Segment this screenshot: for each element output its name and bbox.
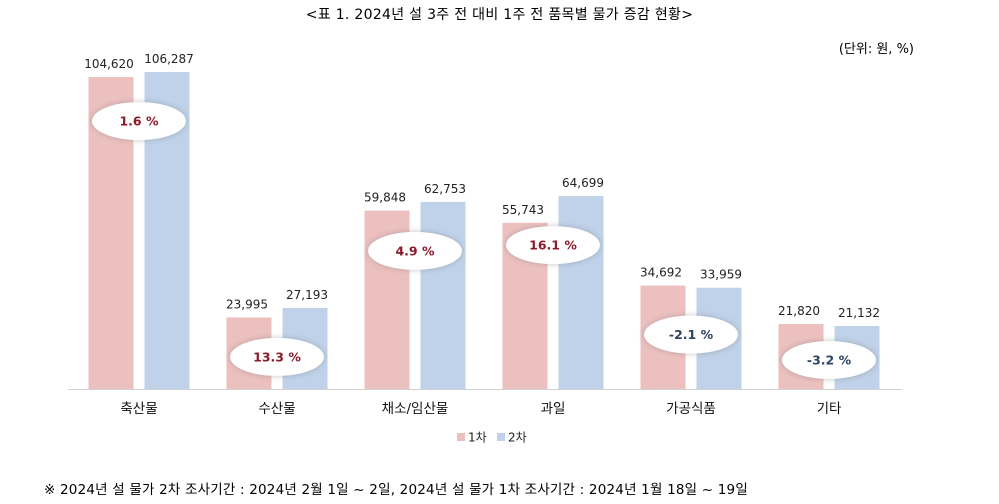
change-bubble: [506, 226, 600, 265]
data-label-series-2: 64,699: [562, 176, 604, 190]
data-label-series-1: 59,848: [364, 191, 406, 205]
data-label-series-2: 27,193: [286, 288, 328, 302]
category-label: 가공식품: [666, 401, 716, 417]
category-label: 채소/임산물: [382, 401, 449, 417]
data-label-series-1: 21,820: [778, 304, 820, 318]
data-label-series-1: 34,692: [640, 266, 682, 280]
category-label: 수산물: [258, 401, 295, 417]
unit-label: (단위: 원, %): [838, 42, 914, 57]
change-label: 1.6 %: [119, 114, 158, 129]
chart-title: <표 1. 2024년 설 3주 전 대비 1주 전 품목별 물가 증감 현황>: [305, 7, 694, 23]
data-label-series-2: 21,132: [838, 306, 880, 320]
data-label-series-1: 104,620: [84, 57, 134, 71]
category-label: 기타: [817, 401, 842, 417]
survey-period-note: ※ 2024년 설 물가 2차 조사기간 : 2024년 2월 1일 ~ 2일,…: [44, 482, 748, 498]
category-label: 축산물: [120, 401, 157, 417]
change-label: -2.1 %: [669, 327, 714, 342]
bar-series-2: [420, 201, 466, 389]
legend-swatch-series-2: [497, 433, 505, 441]
change-label: 4.9 %: [395, 243, 434, 258]
legend-label-series-2: 2차: [508, 431, 527, 445]
change-bubble: [368, 231, 462, 270]
change-bubble: [782, 341, 876, 379]
change-bubble: [230, 337, 324, 376]
legend-label-series-1: 1차: [468, 431, 487, 445]
bar-chart: 104,620 106,287 1.6 % 축산물 23,995 27,193 13.3 %…: [68, 52, 902, 445]
data-label-series-1: 55,743: [502, 203, 544, 217]
data-label-series-2: 62,753: [424, 182, 466, 196]
change-label: 13.3 %: [253, 349, 301, 364]
change-bubble: [644, 315, 738, 354]
change-label: 16.1 %: [529, 238, 577, 253]
data-label-series-2: 33,959: [700, 268, 742, 282]
data-label-series-1: 23,995: [226, 297, 268, 311]
legend-swatch-series-1: [457, 433, 465, 441]
category-label: 과일: [541, 401, 566, 417]
bar-series-2: [558, 196, 604, 389]
change-bubble: [92, 102, 186, 141]
change-label: -3.2 %: [807, 353, 852, 368]
data-label-series-2: 106,287: [144, 52, 194, 66]
